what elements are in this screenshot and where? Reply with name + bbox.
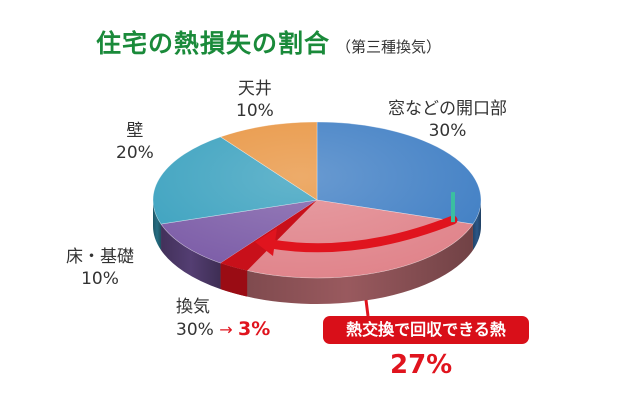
slice-value-window: 30% [428, 121, 467, 141]
slice-name-ceiling: 天井 [237, 79, 272, 99]
ventilation-reduced-value: 3% [238, 318, 271, 340]
chart-title-block: 住宅の熱損失の割合 （第三種換気） [96, 24, 441, 60]
slice-label-floor: 床・基礎 10% [66, 246, 134, 290]
recovered-heat-badge: 熱交換で回収できる熱 [323, 316, 529, 344]
slice-name-window: 窓などの開口部 [388, 99, 507, 119]
slice-label-ventilation: 換気 30% → 3% [176, 296, 270, 341]
ventilation-remaining-strip-side [220, 263, 248, 297]
slice-value-floor: 10% [81, 269, 119, 289]
slice-label-ceiling: 天井 10% [236, 78, 274, 122]
reduction-arrow-icon: → [219, 320, 233, 339]
boundary-indicator [450, 192, 455, 223]
pie-side-shade-floor [161, 224, 221, 290]
chart-subtitle: （第三種換気） [336, 38, 442, 56]
slice-name-wall: 壁 [126, 121, 144, 141]
slice-value-ceiling: 10% [236, 101, 274, 121]
recovered-heat-value: 27% [390, 350, 453, 380]
slice-name-floor: 床・基礎 [66, 247, 134, 267]
recovery-arrow-head-icon [255, 228, 277, 256]
pie-top-group [152, 121, 482, 279]
pie-overlay-group [220, 192, 458, 317]
slice-label-wall: 壁 20% [116, 120, 154, 164]
pie-side-shade-ventilation [220, 224, 473, 304]
chart-title: 住宅の熱損失の割合 [96, 29, 331, 58]
slice-value-ventilation: 30% [176, 320, 214, 340]
slice-name-ventilation: 換気 [176, 297, 210, 317]
slice-label-window: 窓などの開口部 30% [388, 98, 507, 142]
badge-leader-line [364, 299, 370, 317]
recovery-arrow-shaft [266, 215, 458, 253]
slice-value-wall: 20% [116, 143, 154, 163]
